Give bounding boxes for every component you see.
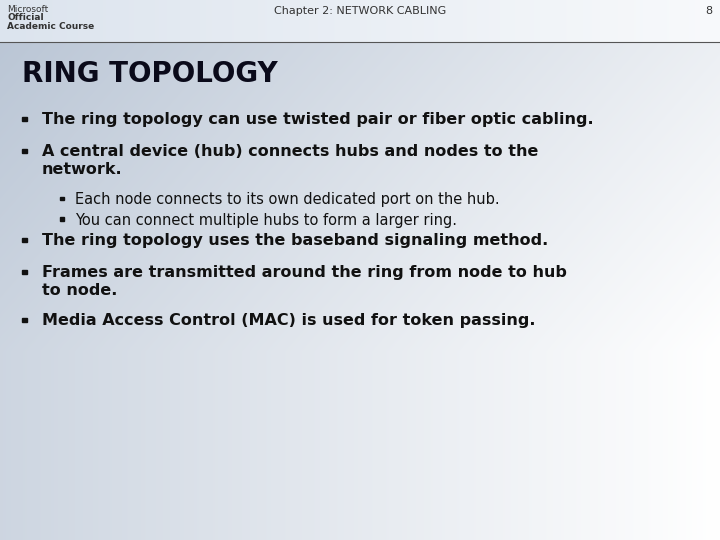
Text: Official: Official: [7, 14, 44, 23]
Text: Microsoft: Microsoft: [7, 5, 48, 14]
Text: RING TOPOLOGY: RING TOPOLOGY: [22, 60, 278, 88]
Bar: [22, 149, 27, 153]
Text: You can connect multiple hubs to form a larger ring.: You can connect multiple hubs to form a …: [75, 213, 457, 227]
Text: A central device (hub) connects hubs and nodes to the
network.: A central device (hub) connects hubs and…: [42, 144, 539, 177]
Text: The ring topology can use twisted pair or fiber optic cabling.: The ring topology can use twisted pair o…: [42, 112, 593, 127]
Text: Each node connects to its own dedicated port on the hub.: Each node connects to its own dedicated …: [75, 192, 500, 207]
Text: 8: 8: [705, 6, 712, 16]
Bar: [22, 117, 27, 122]
Bar: [22, 318, 27, 322]
Text: Chapter 2: NETWORK CABLING: Chapter 2: NETWORK CABLING: [274, 6, 446, 16]
Bar: [22, 270, 27, 274]
Text: The ring topology uses the baseband signaling method.: The ring topology uses the baseband sign…: [42, 233, 548, 248]
Bar: [60, 217, 63, 221]
Text: Media Access Control (MAC) is used for token passing.: Media Access Control (MAC) is used for t…: [42, 313, 536, 328]
Text: Academic Course: Academic Course: [7, 22, 94, 31]
Bar: [60, 197, 63, 200]
Bar: [22, 238, 27, 242]
Text: Frames are transmitted around the ring from node to hub
to node.: Frames are transmitted around the ring f…: [42, 265, 567, 298]
